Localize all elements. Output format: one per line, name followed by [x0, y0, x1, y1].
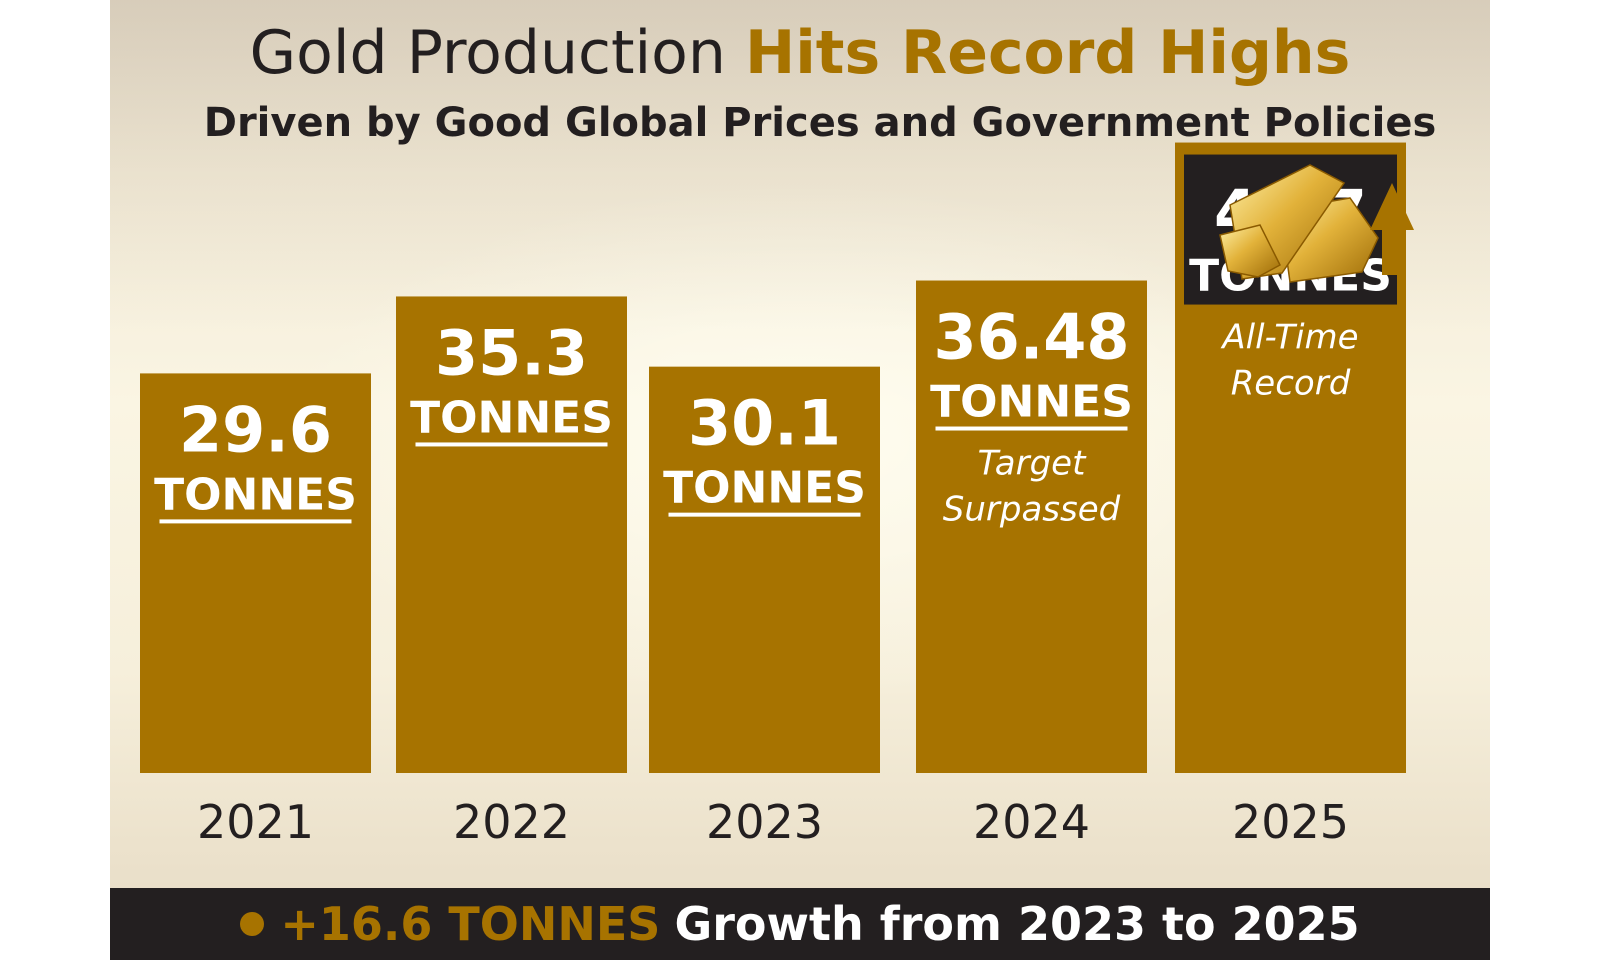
unit-label-2023: TONNES [663, 463, 866, 514]
growth-footer: +16.6 TONNES Growth from 2023 to 2025 [110, 888, 1490, 960]
value-label-2022: 35.3 [435, 316, 588, 389]
bar-2024 [916, 280, 1147, 773]
chart-title: Gold Production Hits Record Highs [110, 18, 1490, 88]
bar-chart: 29.6TONNES202135.3TONNES202230.1TONNES20… [140, 142, 1414, 849]
unit-underline-2023 [668, 512, 861, 517]
value-label-2021: 29.6 [179, 393, 332, 466]
bullet-dot-icon [240, 912, 265, 936]
up-arrow-icon [1370, 183, 1414, 275]
annotation-2024-1: Target [978, 444, 1088, 484]
value-label-2023: 30.1 [688, 387, 841, 460]
unit-label-2024: TONNES [930, 377, 1133, 428]
infographic: Gold Production Hits Record Highs Driven… [110, 0, 1490, 960]
title-plain: Gold Production [249, 18, 726, 88]
gold-bars-icon [1219, 164, 1379, 283]
year-label-2023: 2023 [706, 795, 823, 849]
unit-underline-2021 [159, 519, 352, 524]
year-label-2021: 2021 [197, 795, 314, 849]
unit-underline-2024 [935, 426, 1128, 431]
year-label-2022: 2022 [453, 795, 570, 849]
bar-2021 [140, 373, 371, 773]
value-label-2024: 36.48 [933, 301, 1129, 374]
footer-highlight: +16.6 TONNES [280, 897, 661, 951]
title-highlight: Hits Record Highs [744, 18, 1351, 88]
chart-subtitle: Driven by Good Global Prices and Governm… [203, 100, 1437, 146]
annotation-2024-2: Surpassed [943, 490, 1121, 530]
footer-text: Growth from 2023 to 2025 [674, 897, 1360, 951]
unit-underline-2022 [415, 442, 608, 447]
annotation-2025-2: Record [1231, 364, 1351, 404]
unit-label-2022: TONNES [410, 392, 613, 443]
year-label-2025: 2025 [1232, 795, 1349, 849]
annotation-2025-1: All-Time [1220, 318, 1358, 358]
unit-label-2021: TONNES [154, 469, 357, 520]
year-label-2024: 2024 [973, 795, 1090, 849]
bar-2022 [396, 296, 627, 773]
bar-2023 [649, 366, 880, 773]
